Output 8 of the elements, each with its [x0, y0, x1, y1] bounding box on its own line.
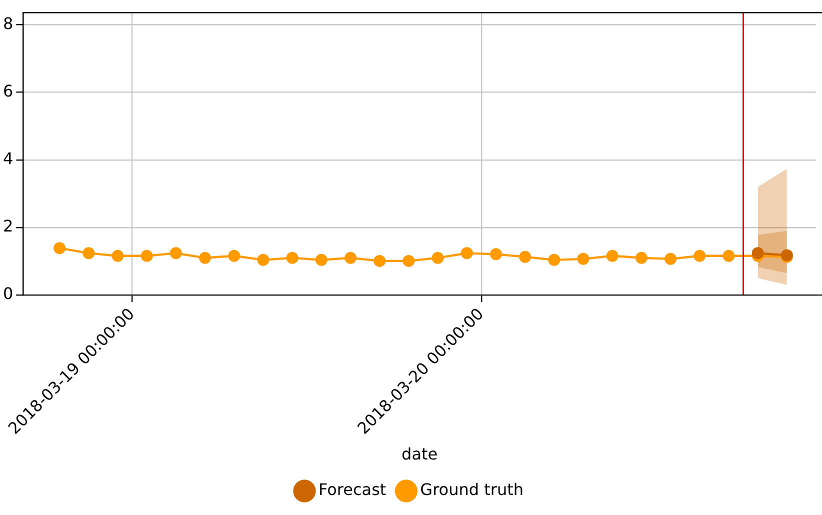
- y-tick-label: 6: [2, 81, 14, 100]
- legend-label: Ground truth: [420, 480, 524, 500]
- y-tick-label: 8: [2, 14, 14, 33]
- y-tick-label: 0: [2, 284, 14, 304]
- y-tick-label: 2: [2, 216, 14, 236]
- x-axis-title: date: [402, 444, 438, 464]
- y-tick-label: 4: [2, 149, 14, 168]
- legend-label: Forecast: [318, 480, 386, 500]
